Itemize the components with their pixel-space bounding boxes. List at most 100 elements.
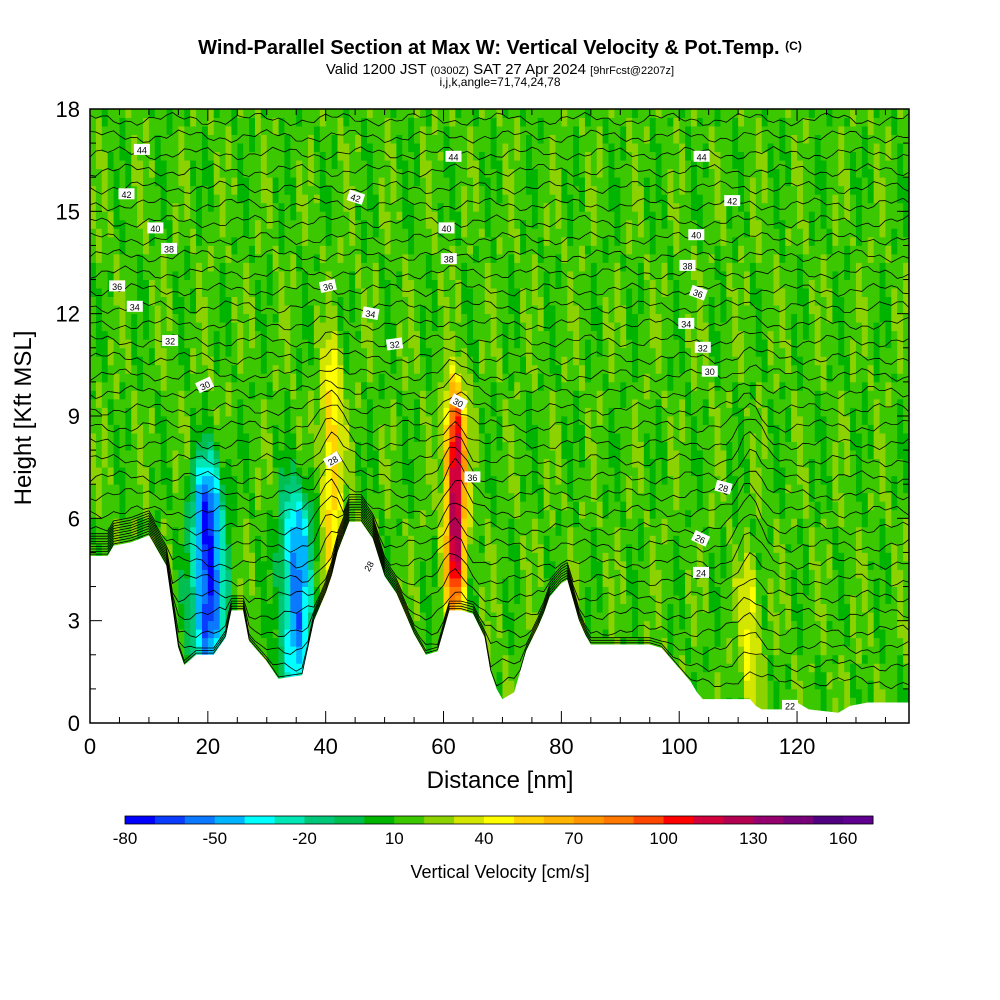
w-cell [219, 211, 226, 221]
w-cell [437, 433, 444, 442]
w-cell [266, 458, 274, 468]
w-cell [490, 322, 497, 332]
w-cell [478, 492, 486, 502]
w-cell [408, 364, 415, 374]
w-cell [266, 441, 274, 451]
w-cell [148, 373, 156, 383]
w-cell [414, 245, 421, 255]
w-cell [196, 356, 203, 366]
w-cell [484, 381, 492, 391]
w-cell [408, 390, 415, 400]
w-cell [131, 390, 138, 400]
w-cell [343, 305, 350, 315]
w-cell [319, 253, 327, 263]
w-cell [302, 322, 309, 332]
w-cell [137, 202, 144, 212]
w-cell [408, 398, 415, 408]
w-cell [408, 373, 415, 383]
w-cell [243, 339, 250, 349]
w-cell [343, 339, 350, 349]
w-cell [361, 245, 368, 255]
w-cell [378, 356, 385, 366]
w-cell [207, 620, 215, 630]
w-cell [237, 236, 244, 246]
w-cell [90, 211, 97, 221]
w-cell [95, 160, 103, 170]
w-cell [372, 211, 380, 221]
w-cell [449, 475, 456, 485]
w-cell [278, 501, 285, 511]
w-cell [160, 518, 167, 528]
w-cell [355, 262, 362, 272]
w-cell [178, 339, 185, 349]
w-cell [467, 347, 474, 357]
w-cell [213, 467, 221, 477]
w-cell [266, 313, 274, 323]
w-cell [331, 535, 338, 545]
w-cell [366, 219, 374, 229]
w-cell [443, 560, 450, 570]
w-cell [225, 509, 232, 519]
w-cell [313, 552, 321, 562]
w-cell [343, 177, 350, 187]
w-cell [467, 194, 474, 204]
w-cell [449, 134, 456, 144]
w-cell [284, 364, 291, 374]
w-cell [249, 586, 256, 596]
w-cell [396, 518, 403, 528]
w-cell [384, 219, 391, 229]
w-cell [231, 552, 238, 562]
w-cell [290, 288, 297, 298]
w-cell [107, 109, 114, 118]
w-cell [443, 134, 450, 144]
w-cell [390, 330, 397, 340]
w-cell [419, 637, 427, 647]
w-cell [154, 484, 162, 494]
w-cell [266, 612, 274, 622]
w-cell [378, 151, 385, 161]
w-cell [201, 543, 209, 553]
w-cell [302, 211, 309, 221]
w-cell [254, 296, 262, 306]
w-cell [408, 552, 415, 562]
w-cell [331, 475, 338, 485]
w-cell [343, 458, 350, 468]
w-cell [154, 450, 162, 460]
w-cell [207, 151, 215, 161]
w-cell [284, 356, 291, 366]
w-cell [131, 424, 138, 434]
w-cell [160, 441, 167, 451]
w-cell [254, 586, 262, 596]
w-cell [278, 262, 285, 272]
w-cell [190, 492, 197, 502]
w-cell [125, 202, 132, 212]
w-cell [137, 117, 144, 127]
w-cell [396, 552, 403, 562]
w-cell [372, 134, 380, 144]
w-cell [201, 407, 209, 417]
w-cell [284, 194, 291, 204]
w-cell [213, 578, 221, 587]
w-cell [343, 151, 350, 161]
w-cell [337, 305, 344, 315]
w-cell [237, 288, 244, 298]
w-cell [467, 228, 474, 238]
w-cell [201, 177, 209, 187]
w-cell [143, 390, 150, 400]
w-cell [337, 296, 344, 306]
w-cell [125, 211, 132, 221]
w-cell [113, 134, 120, 144]
w-cell [284, 467, 291, 477]
w-cell [113, 390, 120, 400]
w-cell [461, 501, 468, 511]
w-cell [414, 313, 421, 323]
w-cell [402, 168, 409, 178]
w-cell [296, 578, 303, 587]
w-cell [378, 219, 385, 229]
w-cell [225, 595, 232, 605]
w-cell [425, 578, 433, 587]
w-cell [154, 305, 162, 315]
w-cell [213, 271, 221, 280]
w-cell [95, 134, 103, 144]
w-cell [419, 236, 427, 246]
